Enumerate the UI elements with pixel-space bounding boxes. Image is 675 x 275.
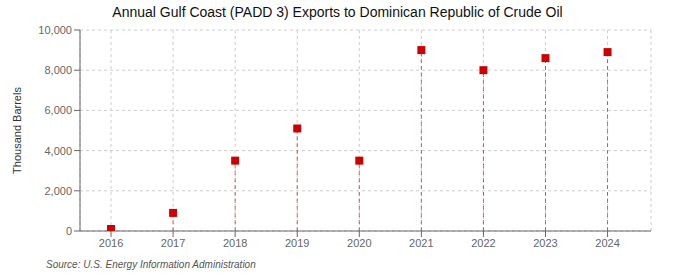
svg-text:2024: 2024 bbox=[595, 237, 619, 249]
svg-text:2020: 2020 bbox=[347, 237, 371, 249]
svg-text:8,000: 8,000 bbox=[44, 64, 72, 76]
svg-text:2021: 2021 bbox=[409, 237, 433, 249]
svg-text:0: 0 bbox=[66, 225, 72, 237]
svg-text:2017: 2017 bbox=[161, 237, 185, 249]
svg-text:2018: 2018 bbox=[223, 237, 247, 249]
svg-text:2019: 2019 bbox=[285, 237, 309, 249]
svg-text:2023: 2023 bbox=[533, 237, 557, 249]
svg-text:2,000: 2,000 bbox=[44, 185, 72, 197]
svg-text:10,000: 10,000 bbox=[38, 24, 72, 36]
svg-text:Thousand Barrels: Thousand Barrels bbox=[11, 87, 23, 174]
html-text:Source: U.S. Energy Informatio: Source: U.S. Energy Information Administ… bbox=[46, 259, 256, 270]
svg-text:2016: 2016 bbox=[99, 237, 123, 249]
html-text:Annual Gulf Coast (PADD 3) Exp: Annual Gulf Coast (PADD 3) Exports to Do… bbox=[112, 4, 563, 20]
svg-text:6,000: 6,000 bbox=[44, 104, 72, 116]
svg-text:2022: 2022 bbox=[471, 237, 495, 249]
svg-text:4,000: 4,000 bbox=[44, 145, 72, 157]
